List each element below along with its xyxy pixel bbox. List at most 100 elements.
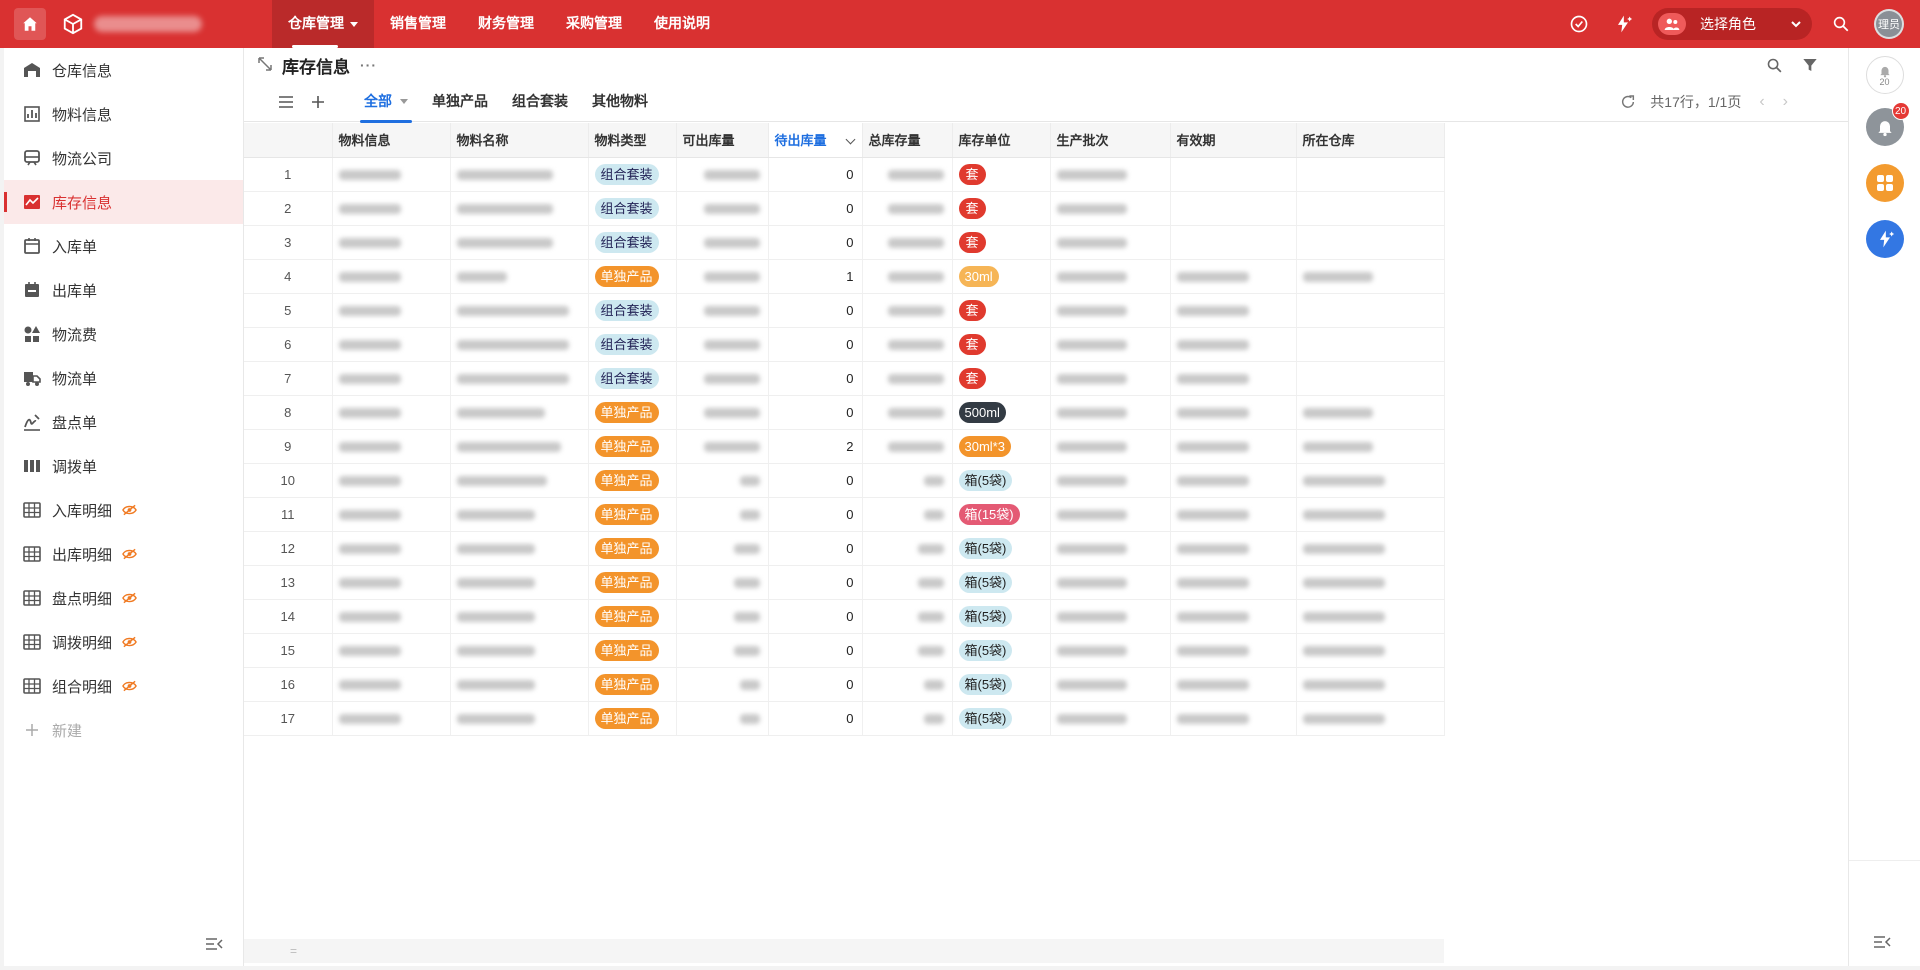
table-row[interactable]: 5 组合套装 0 套: [244, 293, 1445, 328]
redacted-cell: [676, 565, 769, 600]
column-header-3[interactable]: 物料类型: [588, 123, 677, 158]
sort-caret-icon[interactable]: [845, 134, 855, 145]
redacted-cell: [676, 225, 769, 260]
table-row[interactable]: 16 单独产品 0 箱(5袋): [244, 667, 1445, 702]
column-header-9[interactable]: 有效期: [1170, 123, 1297, 158]
sidebar-item-4[interactable]: 入库单: [4, 224, 243, 268]
sidebar-item-11[interactable]: 出库明细: [4, 532, 243, 576]
redacted-text: [456, 306, 569, 317]
table-search-button[interactable]: [1760, 51, 1788, 79]
nav-item-4[interactable]: 使用说明: [638, 0, 726, 48]
table-row[interactable]: 12 单独产品 0 箱(5袋): [244, 531, 1445, 566]
notifications-button[interactable]: 20: [1865, 102, 1910, 146]
redacted-cell: [676, 157, 769, 192]
table-row[interactable]: 3 组合套装 0 套: [244, 225, 1445, 260]
sidebar-item-13[interactable]: 调拨明细: [4, 620, 243, 664]
app-logo[interactable]: [60, 11, 86, 37]
view-list-button[interactable]: [274, 90, 298, 114]
redacted-cell: [1296, 463, 1445, 498]
bar-chart-icon: [22, 104, 42, 124]
table-row[interactable]: 4 单独产品 1 30ml: [244, 259, 1445, 294]
table-row[interactable]: 2 组合套装 0 套: [244, 191, 1445, 226]
table-row[interactable]: 17 单独产品 0 箱(5袋): [244, 701, 1445, 736]
tab-3[interactable]: 其他物料: [580, 82, 660, 122]
stock-unit-cell: 箱(5袋): [952, 701, 1051, 736]
user-avatar[interactable]: 理员: [1874, 9, 1904, 39]
signature-icon: [22, 412, 42, 432]
nav-item-1[interactable]: 销售管理: [374, 0, 462, 48]
sidebar-item-1[interactable]: 物料信息: [4, 92, 243, 136]
sidebar-item-12[interactable]: 盘点明细: [4, 576, 243, 620]
material-type-tag: 单独产品: [594, 605, 659, 627]
tab-list: 全部 单独产品 组合套装 其他物料: [352, 82, 660, 123]
tab-1[interactable]: 单独产品: [420, 82, 500, 122]
tab-2[interactable]: 组合套装: [500, 82, 580, 122]
redacted-cell: [676, 701, 769, 736]
sidebar-item-9[interactable]: 调拨单: [4, 444, 243, 488]
table-row[interactable]: 9 单独产品 2 30ml*3: [244, 429, 1445, 464]
sidebar-item-2[interactable]: 物流公司: [4, 136, 243, 180]
column-header-6[interactable]: 总库存量: [862, 123, 953, 158]
apps-button[interactable]: [1865, 164, 1904, 202]
redacted-cell: [450, 225, 589, 260]
nav-item-2[interactable]: 财务管理: [462, 0, 550, 48]
column-header-10[interactable]: 所在仓库: [1296, 123, 1445, 158]
stock-unit-tag: 套: [958, 333, 986, 355]
sidebar-item-14[interactable]: 组合明细: [4, 664, 243, 708]
filter-button[interactable]: [1796, 51, 1824, 79]
column-header-7[interactable]: 库存单位: [952, 123, 1051, 158]
global-search-button[interactable]: [1826, 9, 1856, 39]
table-row[interactable]: 14 单独产品 0 箱(5袋): [244, 599, 1445, 634]
sidebar-item-10[interactable]: 入库明细: [4, 488, 243, 532]
reminder-button[interactable]: 20: [1865, 56, 1904, 94]
sidebar-item-3[interactable]: 库存信息: [4, 180, 243, 224]
table-row[interactable]: 11 单独产品 0 箱(15袋): [244, 497, 1445, 532]
add-view-button[interactable]: [306, 90, 330, 114]
sidebar-item-8[interactable]: 盘点单: [4, 400, 243, 444]
redacted-cell: [676, 395, 769, 430]
table-row[interactable]: 13 单独产品 0 箱(5袋): [244, 565, 1445, 600]
redacted-cell: [1296, 531, 1445, 566]
sidebar-new-button[interactable]: 新建: [4, 708, 243, 752]
redacted-cell: [676, 667, 769, 702]
redacted-cell: [450, 293, 589, 328]
table-row[interactable]: 7 组合套装 0 套: [244, 361, 1445, 396]
nav-item-0[interactable]: 仓库管理: [272, 0, 374, 48]
next-page-button[interactable]: ›: [1782, 93, 1788, 110]
column-header-4[interactable]: 可出库量: [676, 123, 769, 158]
sidebar-item-6[interactable]: 物流费: [4, 312, 243, 356]
column-header-0[interactable]: [244, 123, 333, 158]
prev-page-button[interactable]: ‹: [1759, 93, 1765, 110]
sidebar-item-0[interactable]: 仓库信息: [4, 48, 243, 92]
table-row[interactable]: 10 单独产品 0 箱(5袋): [244, 463, 1445, 498]
redacted-cell: [1050, 157, 1171, 192]
refresh-button[interactable]: [1620, 94, 1636, 110]
nav-item-3[interactable]: 采购管理: [550, 0, 638, 48]
page-more-button[interactable]: ···: [360, 57, 377, 73]
stock-unit-cell: 箱(5袋): [952, 565, 1051, 600]
table-body: 1 组合套装 0 套 2 组合套装 0 套 3 组合套装 0 套 4 单独产品 1 30ml 5 组合套装 0 套 6 组…: [244, 157, 1445, 736]
ai-assistant-button[interactable]: [1865, 220, 1904, 258]
home-button[interactable]: [14, 8, 46, 40]
column-header-8[interactable]: 生产批次: [1050, 123, 1171, 158]
sidebar-item-5[interactable]: 出库单: [4, 268, 243, 312]
column-header-5[interactable]: 待出库量: [768, 123, 863, 158]
table-row[interactable]: 8 单独产品 0 500ml: [244, 395, 1445, 430]
table-row[interactable]: 6 组合套装 0 套: [244, 327, 1445, 362]
rail-collapse-button[interactable]: [1873, 935, 1891, 952]
redacted-cell: [332, 327, 451, 362]
role-select[interactable]: 选择角色: [1652, 8, 1812, 40]
redacted-text: [1056, 340, 1127, 351]
table-row[interactable]: 1 组合套装 0 套: [244, 157, 1445, 192]
column-header-1[interactable]: 物料信息: [332, 123, 451, 158]
todo-check-button[interactable]: [1564, 9, 1594, 39]
expand-icon[interactable]: [258, 56, 272, 74]
column-header-2[interactable]: 物料名称: [450, 123, 589, 158]
sidebar-collapse-button[interactable]: [202, 932, 226, 956]
sidebar-item-7[interactable]: 物流单: [4, 356, 243, 400]
tab-0[interactable]: 全部: [352, 82, 420, 123]
table-row[interactable]: 15 单独产品 0 箱(5袋): [244, 633, 1445, 668]
automation-button[interactable]: [1608, 9, 1638, 39]
material-type-cell: 单独产品: [588, 259, 677, 294]
calendar-in-icon: [22, 236, 42, 256]
